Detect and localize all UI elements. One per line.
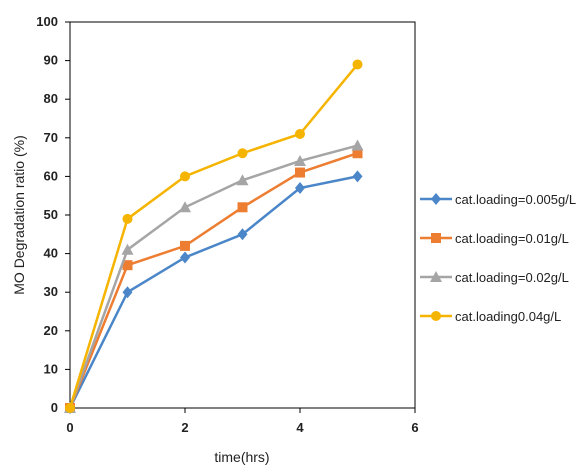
legend-label: cat.loading0.04g/L	[455, 309, 561, 324]
data-point	[236, 174, 249, 186]
legend: cat.loading=0.005g/L cat.loading=0.01g/L c…	[420, 192, 576, 324]
y-tick-label: 0	[51, 400, 58, 415]
legend-entry: cat.loading=0.005g/L	[420, 192, 576, 207]
legend-marker	[431, 233, 441, 243]
legend-entry: cat.loading0.04g/L	[420, 309, 561, 324]
x-tick-label: 4	[296, 420, 304, 435]
data-point	[294, 154, 306, 166]
legend-marker	[430, 271, 442, 282]
legend-marker	[431, 193, 441, 205]
data-point	[121, 243, 134, 255]
y-tick-label: 10	[44, 361, 58, 376]
data-point	[295, 181, 305, 194]
data-point	[65, 403, 75, 413]
plot-area	[69, 21, 416, 409]
series-line	[68, 63, 359, 409]
series-line	[68, 175, 358, 409]
y-tick-label: 50	[44, 207, 58, 222]
y-axis-ticks: 0 10 20 30 40 50 60 70 80 90 100	[36, 14, 70, 415]
data-point	[352, 148, 363, 159]
x-axis-ticks: 0 2 4 6	[66, 408, 419, 435]
series-4	[65, 59, 363, 413]
series-line	[68, 152, 358, 409]
data-point	[352, 170, 363, 183]
data-point	[179, 201, 191, 213]
data-point	[237, 148, 248, 159]
y-tick-label: 60	[44, 168, 58, 183]
data-point	[122, 260, 133, 271]
x-tick-label: 2	[181, 420, 188, 435]
legend-label: cat.loading=0.005g/L	[455, 192, 576, 207]
series-layer	[64, 59, 364, 414]
data-point	[295, 167, 305, 178]
data-point	[180, 251, 190, 264]
data-point	[295, 128, 305, 139]
legend-label: cat.loading=0.01g/L	[455, 231, 569, 246]
data-point	[352, 59, 363, 70]
y-tick-label: 40	[44, 246, 58, 261]
data-point	[237, 228, 248, 241]
x-axis-title: time(hrs)	[214, 449, 269, 465]
y-tick-label: 100	[36, 14, 58, 29]
legend-marker	[431, 311, 441, 321]
legend-label: cat.loading=0.02g/L	[455, 270, 569, 285]
series-line	[68, 144, 358, 409]
legend-entry: cat.loading=0.01g/L	[420, 231, 569, 246]
legend-entry: cat.loading=0.02g/L	[420, 270, 569, 285]
y-tick-label: 70	[44, 130, 58, 145]
y-tick-label: 20	[44, 323, 58, 338]
y-tick-label: 90	[44, 53, 58, 68]
x-tick-label: 6	[411, 420, 418, 435]
data-point	[180, 171, 190, 182]
y-tick-label: 80	[44, 91, 58, 106]
data-point	[122, 286, 133, 299]
data-point	[122, 213, 133, 224]
x-tick-label: 0	[66, 420, 73, 435]
data-point	[351, 139, 364, 151]
data-point	[237, 202, 248, 213]
data-point	[180, 240, 190, 251]
y-axis-title: MO Degradation ratio (%)	[11, 135, 27, 295]
y-tick-label: 30	[44, 284, 58, 299]
